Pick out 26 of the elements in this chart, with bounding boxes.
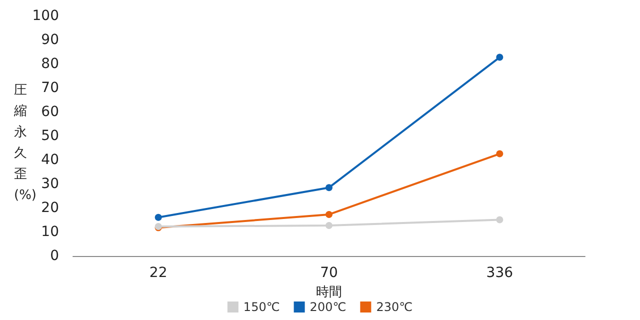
y-tick-label: 100: [32, 8, 59, 24]
x-tick-label: 70: [320, 265, 338, 281]
y-axis-title: 圧縮永久歪(%): [13, 83, 36, 203]
y-tick-label: 70: [41, 80, 59, 96]
x-tick-label: 336: [486, 265, 514, 281]
x-axis-title: 時間: [316, 285, 342, 300]
point: [326, 222, 332, 230]
x-tick-label: 22: [149, 265, 168, 281]
legend-label: 200℃: [310, 300, 346, 314]
y-tick-label: 50: [41, 128, 59, 144]
y-tick-label: 80: [41, 56, 59, 72]
point: [496, 54, 504, 61]
point: [326, 184, 332, 192]
y-tick-label: 30: [41, 176, 59, 192]
y-tick-label: 0: [50, 248, 59, 264]
point: [496, 150, 504, 158]
y-tick-label: 40: [41, 152, 59, 168]
y-tick-label: 90: [41, 32, 59, 48]
point: [154, 214, 162, 221]
y-tick-label: 20: [41, 200, 59, 216]
y-tick-label: 60: [41, 104, 59, 120]
legend-label: 150℃: [243, 300, 280, 314]
y-tick-label: 10: [41, 224, 59, 240]
point: [326, 210, 332, 218]
point: [496, 216, 504, 224]
legend-label: 230℃: [376, 300, 413, 314]
